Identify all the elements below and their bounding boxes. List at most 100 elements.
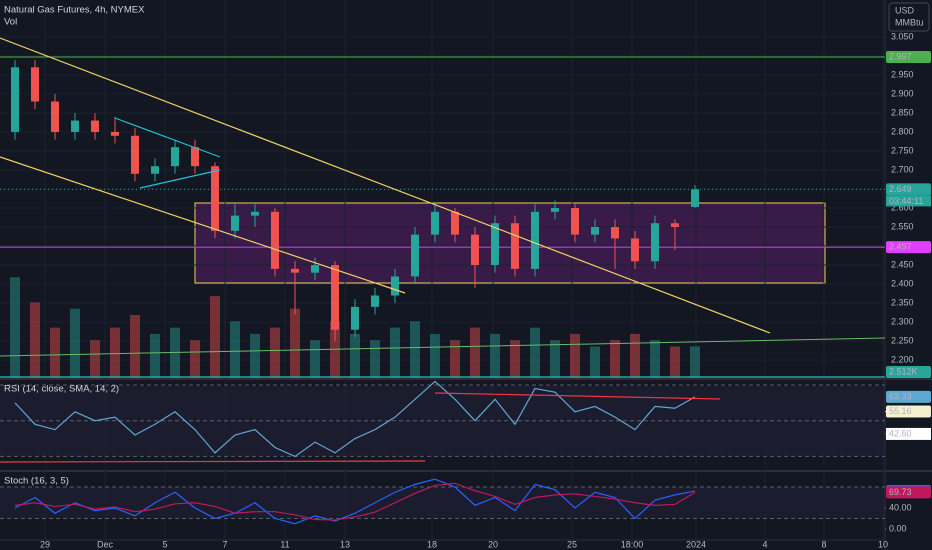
marks-layer [0, 56, 885, 525]
x-tick-label: 5 [162, 539, 167, 549]
volume-bar [450, 340, 460, 378]
volume-bar [70, 308, 80, 378]
candle-body [371, 295, 379, 307]
volume-bar [130, 315, 140, 378]
volume-bar [490, 333, 500, 378]
x-tick-label: 20 [488, 539, 498, 549]
background-layer [0, 0, 885, 540]
y-tick-label: 40.00 [889, 502, 912, 512]
level-tag-bg [886, 241, 931, 254]
x-tick-label: 4 [762, 539, 767, 549]
candle-body [691, 189, 699, 207]
volume-bar [590, 346, 600, 378]
volume-bar [650, 340, 660, 378]
currency-button[interactable] [888, 2, 930, 32]
candle-body [51, 101, 59, 132]
candle-body [531, 211, 539, 269]
y-tick-label: 2.850 [891, 107, 914, 117]
candle-body [391, 276, 399, 296]
volume-bar [150, 333, 160, 378]
last-value-tag-bg [886, 390, 931, 403]
x-tick-label: 2024 [686, 539, 706, 549]
ma-tag-bg [886, 405, 931, 418]
volume-bar [310, 340, 320, 378]
volume-title: Vol [4, 17, 17, 28]
candle-body [231, 215, 239, 231]
candle-body [431, 211, 439, 235]
volume-bar [510, 340, 520, 378]
candle-body [171, 147, 179, 167]
y-tick-label: 42.60 [889, 428, 912, 438]
triangle-line [139, 169, 221, 189]
last-price-tag: 2.649 [889, 184, 912, 194]
y-tick-label: 2.950 [891, 69, 914, 79]
volume-bar [210, 296, 220, 378]
y-tick-label: 2.900 [891, 88, 914, 98]
x-tick-label: 13 [340, 539, 350, 549]
candle-body [591, 227, 599, 235]
volume-bar [290, 308, 300, 378]
y-tick-label: 3.050 [891, 31, 914, 41]
volume-bar [350, 333, 360, 378]
x-tick-label: 18 [427, 539, 437, 549]
x-tick-label: 18:00 [621, 539, 644, 549]
ma-tag: 55.16 [889, 406, 912, 416]
countdown-bg [886, 195, 931, 207]
volume-bar [250, 333, 260, 378]
support-line [0, 337, 886, 357]
volume-tag-bg [886, 366, 931, 378]
tags-layer: 29Dec57111318202518:00202448103.0503.000… [40, 31, 931, 549]
candle-body [571, 208, 579, 235]
drawings [0, 37, 886, 463]
last-value-tag-bg [886, 486, 931, 499]
last-value-tag: 69.73 [889, 487, 912, 497]
chart-title: Natural Gas Futures, 4h, NYMEX [4, 5, 145, 16]
volume-bar [550, 340, 560, 378]
tick-bg [886, 501, 931, 514]
volume-bar [610, 340, 620, 378]
y-tick-label: 2.200 [891, 355, 914, 365]
volume-bar [430, 333, 440, 378]
candle-body [671, 223, 679, 228]
level-tag: 2.497 [889, 242, 912, 252]
y-tick-label: 2.550 [891, 221, 914, 231]
tick-bg [886, 522, 931, 535]
y-tick-label: 0.00 [889, 523, 907, 533]
divergence-line [434, 392, 721, 400]
y-tick-label: 2.350 [891, 297, 914, 307]
divergence-line [0, 460, 426, 463]
volume-bar [470, 327, 480, 378]
x-tick-label: 7 [222, 539, 227, 549]
candle-body [351, 306, 359, 330]
last-price-tag-bg [886, 183, 931, 196]
y-tick-label: 2.700 [891, 164, 914, 174]
candle-body [271, 211, 279, 269]
indicator-line [14, 478, 696, 525]
x-tick-label: 25 [567, 539, 577, 549]
trend-line [0, 156, 406, 294]
volume-bar [10, 277, 20, 378]
y-tick-label: 2.250 [891, 335, 914, 345]
currency: USD [895, 5, 915, 15]
candle-body [191, 147, 199, 167]
range-box [194, 202, 826, 284]
candle-body [111, 131, 119, 136]
candle-body [291, 268, 299, 273]
x-tick-label: 10 [878, 539, 888, 549]
volume-bar [670, 346, 680, 378]
stoch-title: Stoch (16, 3, 5) [4, 476, 69, 487]
last-value-tag: 63.33 [889, 391, 912, 401]
countdown: 03:44:11 [889, 196, 923, 206]
candle-body [251, 211, 259, 216]
candle-body [91, 120, 99, 132]
volume-tag: 2.512K [889, 366, 918, 376]
volume-bar [270, 327, 280, 378]
volume-bar [630, 333, 640, 378]
candle-body [471, 234, 479, 266]
volume-bar [410, 321, 420, 378]
candle-body [451, 211, 459, 235]
indicator-line [14, 482, 696, 521]
y-tick-label: 2.800 [891, 126, 914, 136]
